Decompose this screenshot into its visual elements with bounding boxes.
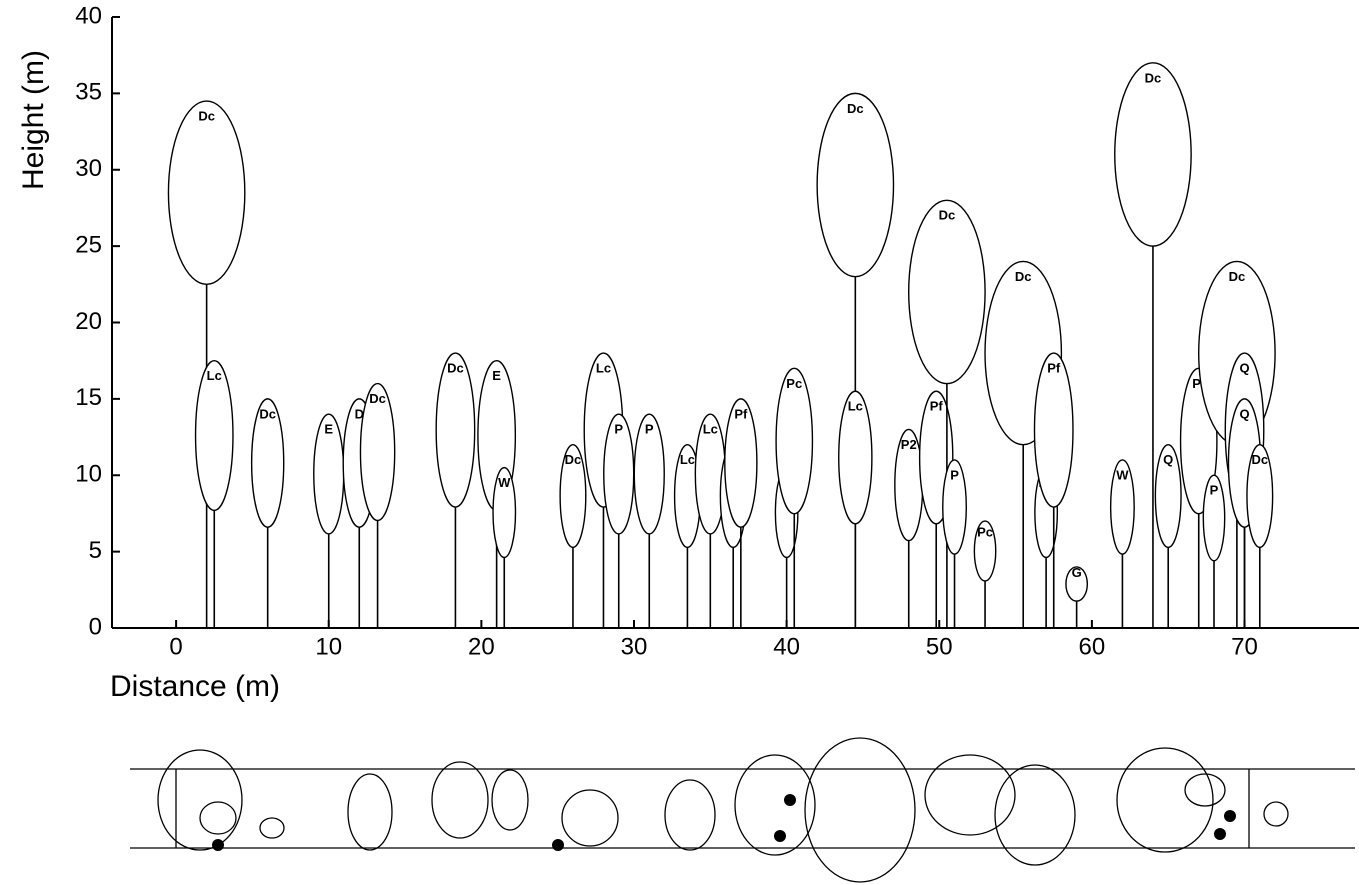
y-tick-label: 35 bbox=[75, 79, 102, 106]
y-tick-label: 20 bbox=[75, 308, 102, 335]
trunk-position bbox=[774, 830, 786, 842]
tree-crown bbox=[1033, 352, 1074, 508]
tree-crown bbox=[908, 199, 986, 385]
crown-projection bbox=[157, 749, 243, 851]
tree-crown bbox=[1065, 566, 1089, 602]
tree-crown bbox=[492, 466, 517, 559]
tree-label: G bbox=[1072, 565, 1082, 580]
tree-label: P bbox=[645, 422, 654, 437]
tree-crown bbox=[1202, 474, 1226, 562]
tree-crown bbox=[1246, 443, 1274, 549]
crown-projection bbox=[664, 779, 716, 851]
tree-label: Dc bbox=[447, 360, 464, 375]
trunk-position bbox=[1224, 810, 1236, 822]
plan-view bbox=[130, 737, 1355, 883]
tree-label: P2 bbox=[901, 437, 917, 452]
crown-projection bbox=[199, 801, 237, 835]
tree-label: Q bbox=[1163, 452, 1173, 467]
x-axis-title: Distance (m) bbox=[110, 670, 280, 703]
tree-label: Dc bbox=[259, 406, 276, 421]
x-tick-label: 30 bbox=[621, 633, 648, 660]
tree-label: Dc bbox=[369, 391, 386, 406]
crown-projection bbox=[994, 764, 1076, 866]
tree-crown bbox=[359, 382, 396, 522]
crown-projection bbox=[259, 817, 285, 839]
tree-label: W bbox=[1116, 467, 1129, 482]
tree-crown bbox=[973, 520, 997, 582]
tree-label: Lc bbox=[596, 360, 611, 375]
x-tick-label: 50 bbox=[926, 633, 953, 660]
crown-projection bbox=[804, 737, 916, 883]
x-tick-label: 70 bbox=[1231, 633, 1258, 660]
y-tick-label: 40 bbox=[75, 2, 102, 29]
crown-projection bbox=[1263, 801, 1289, 827]
tree-crown bbox=[724, 398, 758, 528]
x-tick-label: 10 bbox=[315, 633, 342, 660]
y-tick-label: 5 bbox=[89, 537, 102, 564]
tree-crown bbox=[194, 359, 234, 512]
tree-label: Lc bbox=[703, 422, 718, 437]
y-axis-title: Height (m) bbox=[17, 50, 50, 190]
tree-label: Q bbox=[1239, 406, 1249, 421]
tree-label: Dc bbox=[1145, 70, 1162, 85]
tree-label: Lc bbox=[848, 399, 863, 414]
tree-label: Dc bbox=[1229, 269, 1246, 284]
tree-label: Dc bbox=[565, 452, 582, 467]
tree-crown bbox=[816, 92, 895, 278]
y-tick-label: 15 bbox=[75, 384, 102, 411]
tree-label: P bbox=[950, 467, 959, 482]
trunk-position bbox=[212, 839, 224, 851]
tree-crown bbox=[1114, 62, 1192, 247]
tree-crown bbox=[1109, 459, 1135, 555]
tree-crown bbox=[1154, 443, 1182, 549]
crown-projection bbox=[1184, 773, 1226, 807]
tree-label: E bbox=[324, 422, 333, 437]
tree-label: E bbox=[492, 368, 501, 383]
crown-projection bbox=[431, 761, 489, 839]
trunk-position bbox=[1214, 828, 1226, 840]
x-tick-label: 20 bbox=[468, 633, 495, 660]
tree-crown bbox=[250, 398, 285, 528]
y-tick-label: 0 bbox=[89, 613, 102, 640]
tree-label: Pc bbox=[786, 376, 802, 391]
tree-crown bbox=[942, 459, 967, 555]
tree-label: W bbox=[498, 475, 511, 490]
tree-label: Pf bbox=[1047, 360, 1061, 375]
tree-crown bbox=[838, 390, 873, 525]
crown-projection bbox=[924, 754, 1016, 836]
tree-crown bbox=[559, 443, 587, 549]
trunk-position bbox=[552, 839, 564, 851]
x-tick-label: 0 bbox=[169, 633, 182, 660]
tree-label: Lc bbox=[207, 368, 222, 383]
x-tick-label: 40 bbox=[773, 633, 800, 660]
tree-crown bbox=[435, 352, 476, 508]
tree-label: Pf bbox=[930, 399, 944, 414]
y-tick-label: 30 bbox=[75, 155, 102, 182]
x-tick-label: 60 bbox=[1079, 633, 1106, 660]
tree-label: Pf bbox=[734, 406, 748, 421]
crown-projection bbox=[1116, 747, 1214, 853]
tree-label: Lc bbox=[680, 452, 695, 467]
tree-crown bbox=[167, 100, 246, 286]
tree-label: Dc bbox=[198, 108, 215, 123]
tree-label: P bbox=[1210, 483, 1219, 498]
tree-label: Dc bbox=[939, 208, 956, 223]
crown-projection bbox=[561, 789, 619, 847]
tree-label: D bbox=[355, 406, 364, 421]
tree-label: Dc bbox=[847, 101, 864, 116]
crown-projection bbox=[734, 754, 816, 856]
tree-label: Dc bbox=[1015, 269, 1032, 284]
trunk-position bbox=[784, 794, 796, 806]
tree-label: Q bbox=[1239, 360, 1249, 375]
tree-crown bbox=[775, 367, 814, 515]
y-tick-label: 10 bbox=[75, 461, 102, 488]
crown-projection bbox=[491, 769, 529, 831]
crown-projection bbox=[347, 773, 393, 851]
tree-label: P bbox=[614, 422, 623, 437]
y-tick-label: 25 bbox=[75, 231, 102, 258]
tree-label: Dc bbox=[1251, 452, 1268, 467]
tree-label: Pc bbox=[977, 524, 993, 539]
tree-crown bbox=[633, 413, 665, 535]
